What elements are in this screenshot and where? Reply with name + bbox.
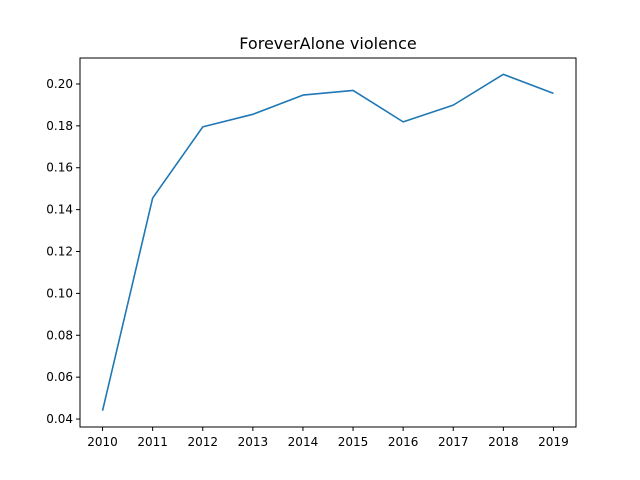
y-tick-label: 0.08 bbox=[46, 328, 73, 342]
y-tick-label: 0.20 bbox=[46, 77, 73, 91]
plot-area-frame bbox=[79, 57, 577, 428]
y-tick-label: 0.14 bbox=[46, 203, 73, 217]
x-tick-label: 2012 bbox=[187, 435, 218, 449]
x-tick-label: 2013 bbox=[238, 435, 269, 449]
y-tick-label: 0.18 bbox=[46, 119, 73, 133]
x-tick-label: 2011 bbox=[137, 435, 168, 449]
x-tick-label: 2017 bbox=[438, 435, 469, 449]
x-tick-label: 2018 bbox=[488, 435, 519, 449]
y-tick-label: 0.04 bbox=[46, 412, 73, 426]
x-tick-label: 2015 bbox=[338, 435, 369, 449]
y-tick-label: 0.16 bbox=[46, 161, 73, 175]
y-tick-label: 0.12 bbox=[46, 245, 73, 259]
x-tick-label: 2010 bbox=[87, 435, 118, 449]
y-tick-label: 0.06 bbox=[46, 370, 73, 384]
x-tick-label: 2019 bbox=[538, 435, 569, 449]
x-tick-label: 2016 bbox=[388, 435, 419, 449]
series-line bbox=[101, 73, 554, 411]
x-tick-label: 2014 bbox=[288, 435, 319, 449]
x-axis: 2010 2011 2012 2013 2014 2015 2016 2017 2018 2019 bbox=[87, 427, 569, 449]
y-tick-label: 0.10 bbox=[46, 286, 73, 300]
series-group bbox=[101, 73, 554, 411]
y-axis: 0.04 0.06 0.08 0.10 0.12 0.14 0.16 0.18 0.20 bbox=[46, 77, 80, 426]
chart-title: ForeverAlone violence bbox=[239, 34, 416, 53]
